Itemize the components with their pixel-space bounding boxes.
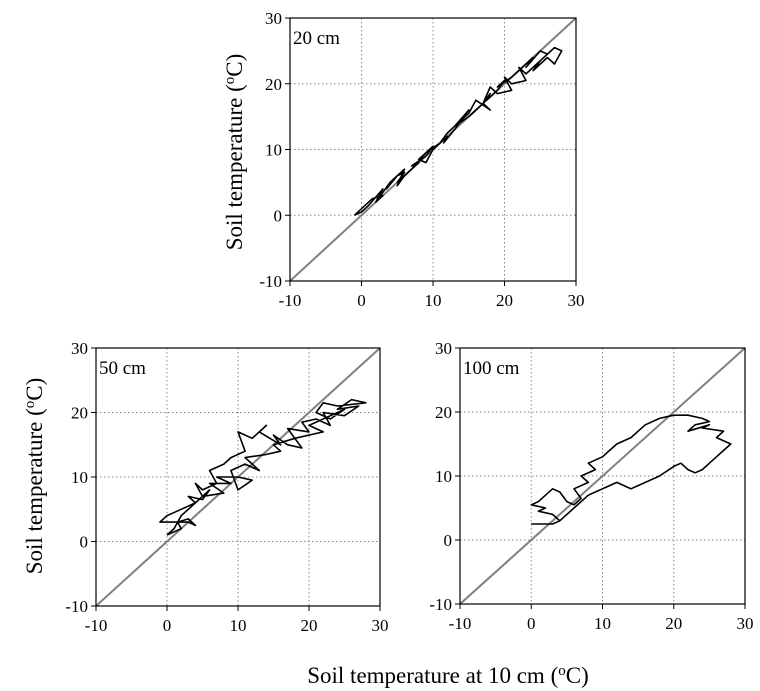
x-tick-label: -10 [85,616,108,635]
temperature-trace [530,414,732,525]
panel-depth-label: 20 cm [293,28,340,49]
x-tick-label: 30 [372,616,389,635]
panel-20cm: -10 0 10 20 30 -10 0 10 20 30 20 cm [259,9,584,310]
x-tick-label: -10 [279,291,302,310]
one-to-one-line [459,347,746,605]
y-tick-label: 10 [265,141,282,160]
temperature-trace [159,398,367,536]
x-tick-label: 10 [594,614,611,633]
y-tick-label: -10 [429,595,452,614]
y-tick-label: 20 [71,404,88,423]
x-tick-label: 10 [230,616,247,635]
x-tick-label: 0 [527,614,536,633]
y-tick-label: 30 [435,339,452,358]
x-tick-label: -10 [449,614,472,633]
y-tick-label: 10 [71,468,88,487]
x-tick-label: 20 [496,291,513,310]
x-tick-label: 20 [665,614,682,633]
x-tick-label: 30 [737,614,754,633]
x-axis-title: Soil temperature at 10 cm (oC) [307,663,589,688]
y-axis-title-bottom: Soil temperature (oC) [22,378,47,575]
y-tick-label: 30 [71,339,88,358]
panel-50cm: -10 0 10 20 30 -10 0 10 20 30 50 cm [65,339,388,635]
y-tick-label: 20 [265,75,282,94]
y-tick-label: -10 [65,597,88,616]
x-tick-label: 30 [568,291,585,310]
y-tick-label: 30 [265,9,282,28]
x-tick-label: 20 [301,616,318,635]
y-tick-label: 20 [435,403,452,422]
panel-depth-label: 50 cm [99,358,146,379]
y-tick-label: 0 [444,531,453,550]
y-tick-label: 0 [80,533,89,552]
panel-100cm: -10 0 10 20 30 -10 0 10 20 30 100 cm [429,339,753,633]
y-tick-label: -10 [259,272,282,291]
x-tick-label: 0 [163,616,172,635]
temperature-trace [353,46,563,217]
y-tick-label: 0 [274,206,283,225]
y-axis-title-top: Soil temperature (oC) [222,54,247,251]
x-tick-label: 10 [425,291,442,310]
panel-depth-label: 100 cm [463,358,520,379]
y-tick-label: 10 [435,467,452,486]
x-tick-label: 0 [357,291,366,310]
